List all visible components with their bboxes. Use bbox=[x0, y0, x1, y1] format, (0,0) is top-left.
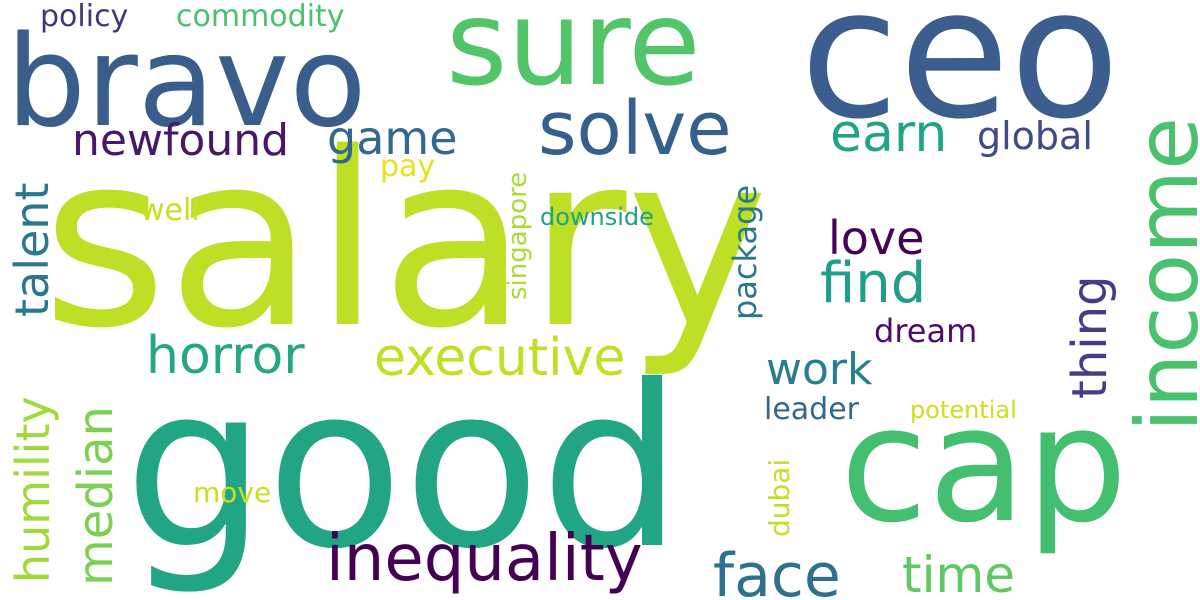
word-find: find bbox=[820, 251, 927, 316]
word-global: global bbox=[977, 114, 1093, 158]
word-horror: horror bbox=[146, 326, 305, 386]
word-thing: thing bbox=[1062, 275, 1118, 399]
word-work: work bbox=[766, 344, 873, 395]
word-cap: cap bbox=[840, 371, 1128, 558]
word-inequality: inequality bbox=[326, 522, 643, 596]
word-policy: policy bbox=[40, 0, 129, 34]
word-package: package bbox=[726, 184, 764, 320]
word-love: love bbox=[828, 211, 925, 265]
word-pay: pay bbox=[380, 149, 436, 184]
word-newfound: newfound bbox=[72, 115, 290, 166]
word-ceo: ceo bbox=[800, 0, 1120, 159]
word-move: move bbox=[193, 476, 272, 509]
word-commodity: commodity bbox=[176, 0, 345, 34]
word-leader: leader bbox=[764, 392, 860, 427]
word-face: face bbox=[713, 541, 841, 600]
word-solve: solve bbox=[538, 86, 732, 172]
word-dubai: dubai bbox=[763, 458, 796, 537]
word-game: game bbox=[327, 111, 458, 165]
word-potential: potential bbox=[910, 396, 1017, 424]
word-time: time bbox=[902, 546, 1015, 600]
word-downside: downside bbox=[540, 203, 654, 231]
word-income: income bbox=[1118, 117, 1200, 432]
word-median: median bbox=[68, 406, 124, 586]
word-bravo: bravo bbox=[6, 8, 367, 155]
word-talent: talent bbox=[5, 182, 59, 318]
word-good: good bbox=[124, 337, 683, 598]
word-earn: earn bbox=[830, 104, 948, 164]
word-singapore: singapore bbox=[503, 171, 533, 300]
word-humility: humility bbox=[6, 396, 60, 583]
word-executive: executive bbox=[374, 328, 626, 388]
word-sure: sure bbox=[446, 0, 701, 112]
word-salary: salary bbox=[42, 101, 769, 381]
word-dream: dream bbox=[874, 312, 978, 350]
word-well: well bbox=[140, 193, 200, 228]
